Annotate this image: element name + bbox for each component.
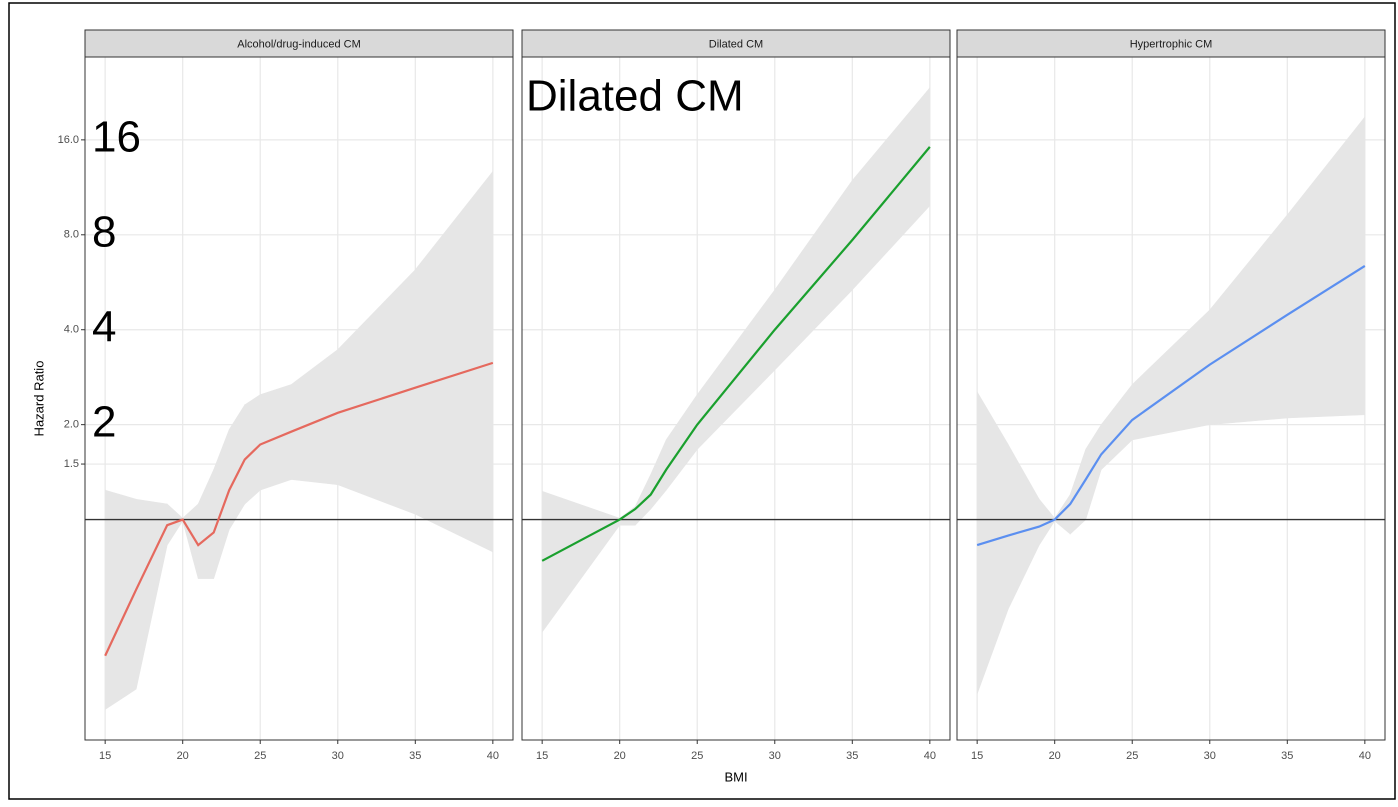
y-tick-label: 16.0 (58, 134, 79, 146)
x-axis-title: BMI (724, 769, 747, 784)
x-tick-label: 40 (1359, 750, 1371, 762)
x-tick-label: 15 (536, 750, 548, 762)
confidence-band (852, 86, 931, 291)
strip (521, 29, 951, 58)
x-tick-label: 30 (332, 750, 344, 762)
y-tick-label: 8.0 (64, 229, 79, 241)
strip (84, 29, 514, 58)
x-tick-label: 35 (1281, 750, 1293, 762)
confidence-band (415, 170, 494, 553)
annotation: 16 (92, 113, 141, 162)
annotation: 8 (92, 208, 116, 257)
strip-title: Alcohol/drug-induced CM (237, 38, 361, 50)
x-tick-label: 15 (99, 750, 111, 762)
confidence-band (1287, 116, 1366, 419)
panel-border (521, 56, 951, 741)
hazard-line (541, 146, 931, 562)
strip-title: Dilated CM (709, 38, 763, 50)
hazard-line (104, 361, 494, 657)
x-tick-label: 25 (254, 750, 266, 762)
x-tick-label: 40 (487, 750, 499, 762)
x-tick-label: 30 (769, 750, 781, 762)
x-tick-label: 35 (846, 750, 858, 762)
y-tick-label: 4.0 (64, 324, 79, 336)
annotation: Dilated CM (526, 72, 744, 121)
x-tick-label: 40 (924, 750, 936, 762)
annotation: 4 (92, 303, 116, 352)
x-tick-label: 25 (691, 750, 703, 762)
x-tick-label: 20 (1049, 750, 1061, 762)
x-tick-label: 20 (177, 750, 189, 762)
panel-border (956, 56, 1386, 741)
x-tick-label: 20 (614, 750, 626, 762)
x-tick-label: 30 (1204, 750, 1216, 762)
x-tick-label: 25 (1126, 750, 1138, 762)
x-tick-label: 15 (971, 750, 983, 762)
annotation: 2 (92, 398, 116, 447)
panel-border (84, 56, 514, 741)
hazard-line (976, 265, 1366, 547)
x-tick-label: 35 (409, 750, 421, 762)
y-tick-label: 1.5 (64, 458, 79, 470)
strip-title: Hypertrophic CM (1130, 38, 1213, 50)
y-axis-title: Hazard Ratio (31, 361, 46, 437)
confidence-band (244, 394, 261, 505)
y-tick-label: 2.0 (64, 419, 79, 431)
strip (956, 29, 1386, 58)
